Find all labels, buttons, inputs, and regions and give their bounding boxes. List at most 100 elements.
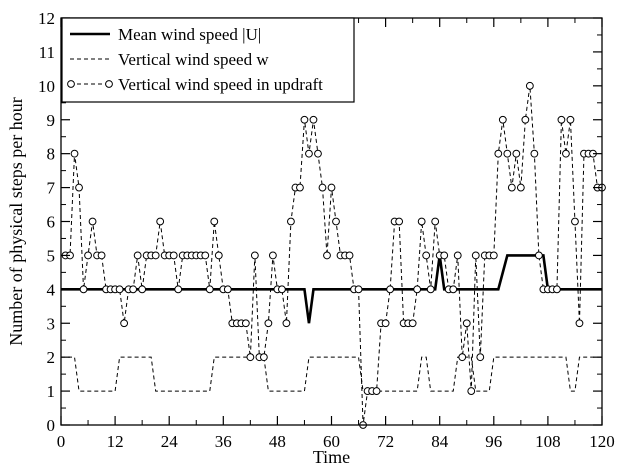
legend-box xyxy=(61,17,355,103)
data-point xyxy=(327,183,336,192)
data-point xyxy=(372,387,381,395)
data-point xyxy=(413,285,422,294)
data-point xyxy=(300,115,309,124)
data-point xyxy=(575,319,584,328)
data-point xyxy=(566,115,575,124)
data-point xyxy=(129,285,138,294)
data-point xyxy=(525,81,534,90)
data-point xyxy=(75,183,83,192)
data-point xyxy=(557,115,566,124)
data-point xyxy=(395,217,404,226)
data-point xyxy=(151,251,160,260)
y-tick-label: 9 xyxy=(47,111,56,130)
data-point xyxy=(309,115,318,124)
y-axis-title: Number of physical steps per hour xyxy=(6,97,26,345)
data-point xyxy=(79,285,88,294)
y-tick-label: 0 xyxy=(47,416,56,435)
x-tick-label: 96 xyxy=(485,432,502,451)
data-point xyxy=(246,353,255,362)
data-point xyxy=(507,183,516,192)
data-point xyxy=(386,285,395,294)
data-point xyxy=(296,183,304,192)
data-point xyxy=(214,251,223,260)
legend-label-2: Vertical wind speed w xyxy=(118,50,269,69)
x-tick-labels: 0 12 24 36 48 60 72 84 96 108 120 xyxy=(57,432,615,451)
data-point xyxy=(458,353,467,362)
x-tick-label: 12 xyxy=(107,432,124,451)
series-lines xyxy=(61,85,602,426)
data-point xyxy=(264,319,273,328)
data-point xyxy=(408,319,417,328)
data-point xyxy=(70,149,79,158)
data-point xyxy=(440,251,449,260)
data-point xyxy=(201,251,210,260)
data-point xyxy=(467,387,476,395)
y-tick-label: 5 xyxy=(47,246,56,265)
y-tick-label: 4 xyxy=(47,280,56,299)
data-point xyxy=(210,217,219,226)
data-point xyxy=(494,149,503,158)
data-point xyxy=(521,115,530,124)
y-tick-label: 6 xyxy=(47,213,56,232)
series-line-2 xyxy=(61,356,602,392)
data-point xyxy=(138,285,147,294)
data-point xyxy=(120,319,129,328)
x-tick-label: 108 xyxy=(535,432,561,451)
data-point xyxy=(453,251,462,260)
data-point xyxy=(422,251,431,260)
data-point xyxy=(88,217,97,226)
legend-label-1: Mean wind speed |U| xyxy=(118,25,261,44)
data-point xyxy=(259,353,268,362)
data-point xyxy=(498,115,507,124)
x-tick-label: 48 xyxy=(269,432,286,451)
y-tick-label: 3 xyxy=(47,314,56,333)
x-tick-label: 0 xyxy=(57,432,66,451)
data-point xyxy=(133,251,142,260)
legend-marker xyxy=(67,80,75,88)
x-tick-label: 60 xyxy=(323,432,340,451)
data-point xyxy=(97,251,106,260)
data-point xyxy=(476,353,485,362)
data-point xyxy=(268,251,277,260)
data-point xyxy=(314,149,322,158)
data-point xyxy=(115,285,124,294)
y-tick-label: 11 xyxy=(39,43,55,62)
data-point xyxy=(512,149,521,158)
x-tick-label: 36 xyxy=(215,432,232,451)
data-point xyxy=(503,149,512,158)
y-tick-label: 7 xyxy=(47,179,56,198)
data-point xyxy=(489,251,498,260)
data-point xyxy=(156,217,165,226)
data-point xyxy=(278,285,286,294)
x-tick-label: 72 xyxy=(377,432,394,451)
data-point xyxy=(530,149,539,158)
data-point xyxy=(332,217,340,226)
data-point xyxy=(318,183,327,192)
data-point xyxy=(205,285,214,294)
x-tick-label: 24 xyxy=(161,432,179,451)
legend: Mean wind speed |U| Vertical wind speed w… xyxy=(61,17,355,103)
data-point xyxy=(553,285,561,294)
data-point xyxy=(381,319,390,328)
data-point xyxy=(471,251,480,260)
x-axis-title: Time xyxy=(313,447,350,466)
data-point xyxy=(223,285,232,294)
data-point xyxy=(462,319,471,328)
data-point xyxy=(516,183,525,192)
y-tick-label: 12 xyxy=(38,9,55,28)
legend-marker xyxy=(105,80,113,88)
data-point xyxy=(84,251,92,260)
data-point xyxy=(241,319,250,328)
data-point xyxy=(282,319,291,328)
data-point xyxy=(534,251,543,260)
y-tick-label: 2 xyxy=(47,348,56,367)
data-point xyxy=(169,251,178,260)
legend-label-3: Vertical wind speed in updraft xyxy=(118,75,323,94)
y-tick-label: 10 xyxy=(38,77,55,96)
series-markers xyxy=(61,81,606,429)
data-point xyxy=(174,285,183,294)
data-point xyxy=(431,217,440,226)
data-point xyxy=(571,217,579,226)
